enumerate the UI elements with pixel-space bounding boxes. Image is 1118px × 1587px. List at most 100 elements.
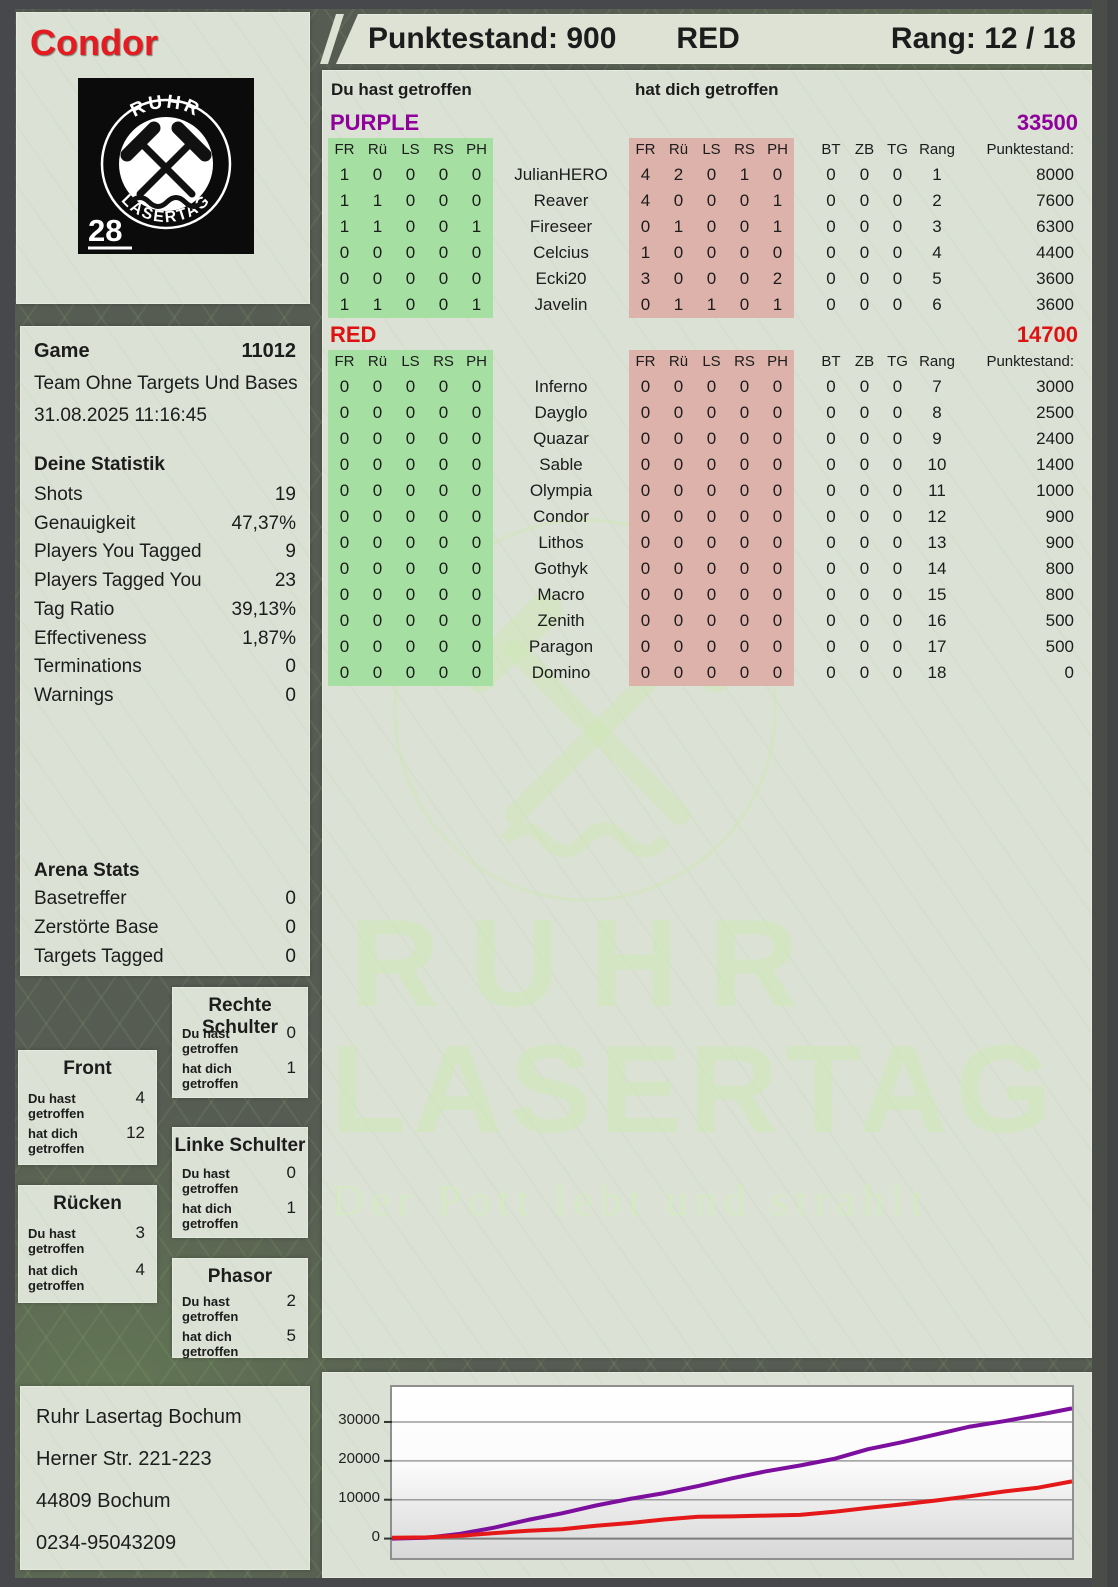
frame-top: [0, 0, 1118, 9]
stat-cell: 0: [826, 481, 836, 500]
col-header: Rü: [361, 350, 394, 374]
you-hit-cell: 0: [460, 660, 493, 686]
them-hit-label: hat dich getroffen: [182, 1329, 239, 1359]
col-header: BT: [821, 141, 841, 158]
stat-cell: 0: [892, 559, 903, 578]
you-hit-cell: 0: [328, 240, 361, 266]
rank-cell: 14: [927, 559, 947, 578]
stat-value: 0: [285, 946, 296, 967]
y-tick-label: 30000: [338, 1410, 380, 1428]
them-hit-row: hat dich getroffen 1: [182, 1198, 296, 1231]
you-hit-cell: 0: [427, 608, 460, 634]
them-hit-cell: 0: [728, 292, 761, 318]
score-cell: 1400: [1036, 455, 1074, 474]
player-name-cell: Olympia: [529, 481, 593, 500]
you-hit-cell: 0: [427, 660, 460, 686]
you-hit-cell: 0: [394, 504, 427, 530]
spacer: [794, 452, 814, 478]
col-header: FR: [328, 350, 361, 374]
score-cell: 500: [1045, 611, 1074, 630]
you-hit-cell: 0: [460, 188, 493, 214]
them-hit-cell: 0: [728, 400, 761, 426]
spacer: [794, 188, 814, 214]
spacer: [794, 292, 814, 318]
rank-cell: 13: [927, 533, 947, 552]
you-hit-cell: 0: [427, 634, 460, 660]
them-hit-cell: 0: [761, 162, 794, 188]
player-name-cell: Reaver: [533, 191, 589, 210]
them-hit-cell: 0: [695, 582, 728, 608]
score-chart-plot: [384, 1385, 1074, 1560]
team-total: 33500: [1016, 110, 1078, 135]
them-hit-cell: 4: [629, 188, 662, 214]
you-hit-cell: 0: [460, 426, 493, 452]
you-hit-cell: 0: [394, 240, 427, 266]
them-hit-cell: 0: [761, 240, 794, 266]
team-title-row: PURPLE 33500: [322, 108, 1092, 138]
you-hit-cell: 0: [427, 452, 460, 478]
panel-title: Linke Schulter: [174, 1135, 306, 1156]
team-name: PURPLE: [330, 110, 420, 135]
stat-row: Players You Tagged 9: [34, 541, 296, 563]
score-cell: 800: [1045, 585, 1074, 604]
player-name-cell: Lithos: [538, 533, 584, 552]
them-hit-cell: 0: [695, 162, 728, 188]
header-score: Punktestand: 900: [368, 22, 617, 55]
you-hit-row: Du hast getroffen 0: [182, 1163, 296, 1196]
player-panel: Condor RUHR LASERTAG 28: [16, 12, 310, 304]
col-header: [493, 138, 629, 162]
col-header: RS: [728, 350, 761, 374]
stat-cell: 0: [826, 295, 836, 314]
panel-title: Rechte Schulter: [201, 995, 279, 1038]
you-hit-cell: 1: [361, 188, 394, 214]
you-hit-cell: 0: [394, 634, 427, 660]
them-hit-cell: 0: [728, 634, 761, 660]
stat-cell: 0: [859, 663, 870, 682]
you-hit-cell: 0: [460, 608, 493, 634]
col-header: Punktestand:: [986, 141, 1074, 158]
stat-cell: 0: [892, 455, 903, 474]
stat-cell: 0: [859, 585, 870, 604]
player-name-cell: Javelin: [534, 295, 588, 314]
stat-value: 0: [285, 656, 296, 678]
col-header: TG: [887, 141, 908, 158]
them-hit-label: hat dich getroffen: [182, 1061, 239, 1091]
them-hit-cell: 0: [695, 478, 728, 504]
you-hit-cell: 0: [394, 556, 427, 582]
stat-row: Shots 19: [34, 484, 296, 506]
you-hit-cell: 0: [328, 582, 361, 608]
you-hit-cell: 0: [427, 400, 460, 426]
them-hit-cell: 0: [728, 188, 761, 214]
col-header: PH: [761, 138, 794, 162]
col-header: RS: [427, 138, 460, 162]
you-hit-cell: 0: [394, 188, 427, 214]
frame-right: [1092, 0, 1118, 1587]
you-hit-cell: 0: [328, 266, 361, 292]
spacer: [794, 582, 814, 608]
them-hit-cell: 0: [728, 214, 761, 240]
watermark-line1: RUHR: [350, 895, 829, 1033]
rank-cell: 1: [932, 165, 942, 184]
panel-phasor: Phasor Du hast getroffen 2 hat dich getr…: [172, 1258, 308, 1359]
stat-cell: 0: [859, 611, 870, 630]
spacer: [794, 240, 814, 266]
spacer: [794, 660, 814, 686]
stat-value: 9: [285, 541, 296, 563]
crossed-hammers-icon: [120, 121, 212, 198]
you-hit-cell: 0: [460, 266, 493, 292]
score-cell: 0: [1064, 663, 1074, 682]
you-hit-cell: 1: [361, 214, 394, 240]
stat-value: 39,13%: [231, 598, 296, 620]
stat-cell: 0: [826, 429, 836, 448]
player-name: Condor: [30, 22, 158, 63]
stat-cell: 0: [859, 533, 870, 552]
you-hit-cell: 0: [460, 452, 493, 478]
player-name-cell: Fireseer: [529, 217, 593, 236]
col-header: LS: [394, 350, 427, 374]
team-table: FR Rü LS RS PH FR Rü LS RS PH BT ZB TG Rang Punktestan…: [328, 138, 1086, 318]
you-hit-cell: 0: [394, 162, 427, 188]
player-name-cell: Sable: [539, 455, 583, 474]
you-hit-cell: 0: [460, 400, 493, 426]
stat-cell: 0: [892, 269, 903, 288]
spacer: [794, 530, 814, 556]
